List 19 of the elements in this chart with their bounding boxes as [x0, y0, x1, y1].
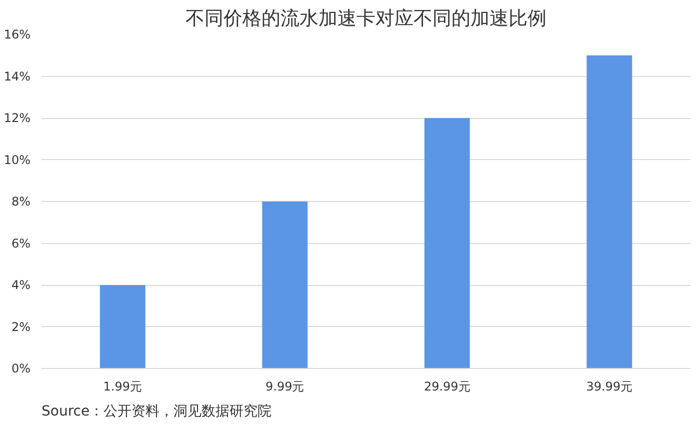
y-tick-label: 14%: [4, 69, 30, 84]
x-tick-label: 9.99元: [266, 380, 304, 394]
x-tick-label: 39.99元: [586, 380, 633, 394]
y-tick-label: 12%: [4, 111, 30, 125]
chart-title: 不同价格的流水加速卡对应不同的加速比例: [186, 8, 546, 30]
y-tick-label: 8%: [11, 194, 31, 208]
y-tick-label: 2%: [11, 320, 31, 334]
x-tick-label: 29.99元: [424, 380, 470, 394]
bar: [586, 55, 632, 368]
y-tick-label: 16%: [4, 28, 30, 42]
y-tick-label: 10%: [4, 152, 30, 167]
bar: [262, 202, 308, 368]
y-tick-label: 6%: [11, 236, 31, 250]
y-tick-label: 0%: [11, 362, 31, 376]
x-tick-label: 1.99元: [103, 380, 142, 394]
bar: [100, 285, 146, 368]
source-note: Source：公开资料，洞见数据研究院: [42, 404, 272, 420]
y-tick-label: 4%: [11, 278, 31, 292]
bar: [424, 118, 470, 368]
